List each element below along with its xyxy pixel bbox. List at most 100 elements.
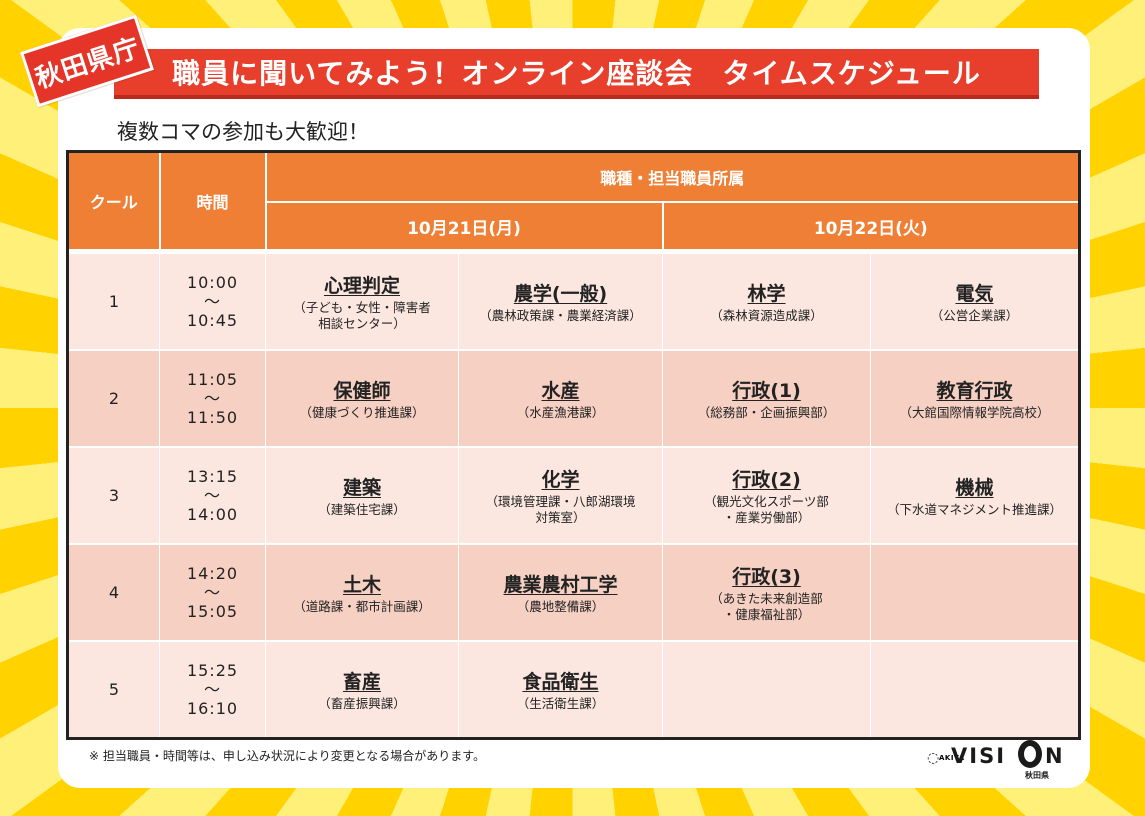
header-date-2: 10月22日(火) xyxy=(661,202,1080,249)
logo-n-text: N xyxy=(1045,744,1063,768)
start-time: 11:05 xyxy=(186,370,239,389)
session-cell: 農業農村工学 （農地整備課） xyxy=(458,543,663,641)
start-time: 15:25 xyxy=(186,661,239,680)
session-cell-empty xyxy=(662,640,871,739)
akita-vision-logo: ◌ AKITA VISI N 秋田県 xyxy=(925,738,1075,782)
dept-line-1: （水産漁港課） xyxy=(516,405,605,420)
dept-line-1: （建築住宅課） xyxy=(318,502,406,517)
logo-pref-text: 秋田県 xyxy=(1025,771,1049,780)
job-title: 保健師 xyxy=(333,380,391,402)
dept-line-1: （森林資源造成課） xyxy=(710,308,823,323)
session-cell: 建築 （建築住宅課） xyxy=(265,446,459,544)
time-tilde: 〜 xyxy=(203,680,221,699)
session-cell: 行政(3) （あきた未来創造部 ・健康福祉部） xyxy=(662,543,871,641)
time-slot: 10:00 〜 10:45 xyxy=(159,252,266,350)
session-cell: 化学 （環境管理課・八郎湖環境 対策室） xyxy=(458,446,663,544)
logo-akita-text: AKITA xyxy=(939,754,965,762)
session-cell: 教育行政 （大館国際情報学院高校） xyxy=(870,349,1080,447)
dept-line-2: 相談センター） xyxy=(318,316,406,331)
header-date-1: 10月21日(月) xyxy=(265,202,663,249)
dept-line-1: （観光文化スポーツ部 xyxy=(704,494,829,509)
time-tilde: 〜 xyxy=(203,486,221,505)
session-cell: 機械 （下水道マネジメント推進課） xyxy=(870,446,1080,544)
time-slot: 13:15 〜 14:00 xyxy=(159,446,266,544)
header-cool: クール xyxy=(67,151,161,249)
session-cell: 行政(2) （観光文化スポーツ部 ・産業労働部） xyxy=(662,446,871,544)
job-title: 電気 xyxy=(955,283,994,305)
dept-line-1: （道路課・都市計画課） xyxy=(293,599,431,614)
lightbulb-icon: ◌ xyxy=(927,750,940,766)
start-time: 10:00 xyxy=(186,273,239,292)
job-title: 心理判定 xyxy=(323,275,400,297)
session-cell: 土木 （道路課・都市計画課） xyxy=(265,543,459,641)
start-time: 14:20 xyxy=(186,564,239,583)
job-title: 農学(一般) xyxy=(513,283,608,305)
subtitle: 複数コマの参加も大歓迎！ xyxy=(117,120,369,144)
dept-line-1: （公営企業課） xyxy=(930,308,1019,323)
session-cell: 行政(1) （総務部・企画振興部） xyxy=(662,349,871,447)
job-title: 水産 xyxy=(541,380,580,402)
dept-line-2: 対策室） xyxy=(535,510,586,525)
session-cell: 電気 （公営企業課） xyxy=(870,252,1080,350)
cool-number: 2 xyxy=(67,349,160,447)
table-row: 5 15:25 〜 16:10 畜産 （畜産振興課） 食品衛生 （生活衛生課） xyxy=(67,640,1080,739)
cool-number: 1 xyxy=(67,252,160,350)
job-title: 食品衛生 xyxy=(522,671,599,693)
table-row: 3 13:15 〜 14:00 建築 （建築住宅課） 化学 （環境管理課・八郎湖… xyxy=(67,446,1080,544)
schedule-table: クール 時間 職種・担当職員所属 10月21日(月) 10月22日(火) 1 1… xyxy=(66,150,1082,740)
session-cell: 林学 （森林資源造成課） xyxy=(662,252,871,350)
dept-line-1: （子ども・女性・障害者 xyxy=(293,300,431,315)
dept-line-2: ・健康福祉部） xyxy=(722,607,811,622)
logo-vision-text: VISI xyxy=(951,744,1007,768)
session-cell: 食品衛生 （生活衛生課） xyxy=(458,640,663,739)
time-tilde: 〜 xyxy=(203,389,221,408)
dept-line-1: （健康づくり推進課） xyxy=(299,405,425,420)
header-time: 時間 xyxy=(159,151,267,249)
job-title: 畜産 xyxy=(342,671,381,693)
table-row: 4 14:20 〜 15:05 土木 （道路課・都市計画課） 農業農村工学 （農… xyxy=(67,543,1080,641)
job-title: 建築 xyxy=(342,477,381,499)
dept-line-1: （総務部・企画振興部） xyxy=(697,405,836,420)
cool-number: 5 xyxy=(67,640,160,739)
job-title: 行政(2) xyxy=(732,469,801,491)
job-title: 化学 xyxy=(541,469,580,491)
dept-line-1: （畜産振興課） xyxy=(318,696,406,711)
end-time: 11:50 xyxy=(186,408,239,427)
cool-number: 4 xyxy=(67,543,160,641)
dept-line-1: （環境管理課・八郎湖環境 xyxy=(485,494,636,509)
dept-line-2: ・産業労働部） xyxy=(722,510,811,525)
session-cell: 畜産 （畜産振興課） xyxy=(265,640,459,739)
session-cell: 水産 （水産漁港課） xyxy=(458,349,663,447)
dept-line-1: （あきた未来創造部 xyxy=(710,591,823,606)
cool-number: 3 xyxy=(67,446,160,544)
job-title: 行政(1) xyxy=(732,380,801,402)
job-title: 行政(3) xyxy=(732,566,801,588)
time-slot: 14:20 〜 15:05 xyxy=(159,543,266,641)
job-title: 機械 xyxy=(955,477,994,499)
table-row: 2 11:05 〜 11:50 保健師 （健康づくり推進課） 水産 （水産漁港課… xyxy=(67,349,1080,447)
time-slot: 15:25 〜 16:10 xyxy=(159,640,266,739)
time-tilde: 〜 xyxy=(203,583,221,602)
dept-line-1: （大館国際情報学院高校） xyxy=(899,405,1050,420)
end-time: 16:10 xyxy=(186,699,239,718)
dept-line-1: （農林政策課・農業経済課） xyxy=(479,308,642,323)
job-title: 教育行政 xyxy=(936,380,1013,402)
job-title: 土木 xyxy=(342,574,381,596)
session-cell-empty xyxy=(870,640,1080,739)
end-time: 14:00 xyxy=(186,505,239,524)
job-title: 林学 xyxy=(747,283,786,305)
end-time: 10:45 xyxy=(186,311,239,330)
time-slot: 11:05 〜 11:50 xyxy=(159,349,266,447)
dept-line-1: （下水道マネジメント推進課） xyxy=(887,502,1063,517)
session-cell: 保健師 （健康づくり推進課） xyxy=(265,349,459,447)
end-time: 15:05 xyxy=(186,602,239,621)
session-cell: 農学(一般) （農林政策課・農業経済課） xyxy=(458,252,663,350)
header-group: 職種・担当職員所属 xyxy=(265,151,1080,203)
session-cell-empty xyxy=(870,543,1080,641)
job-title: 農業農村工学 xyxy=(503,574,618,596)
start-time: 13:15 xyxy=(186,467,239,486)
footnote: ※ 担当職員・時間等は、申し込み状況により変更となる場合があります。 xyxy=(89,749,486,763)
logo-o-mark xyxy=(1018,740,1042,768)
time-tilde: 〜 xyxy=(203,292,221,311)
table-row: 1 10:00 〜 10:45 心理判定 （子ども・女性・障害者 相談センター）… xyxy=(67,252,1080,350)
